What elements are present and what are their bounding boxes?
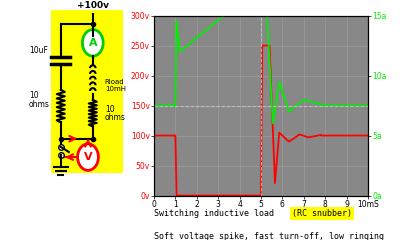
Text: V: V [84,152,92,162]
Text: Soft voltage spike, fast turn-off, low ringing: Soft voltage spike, fast turn-off, low r… [154,232,384,240]
Text: Rload: Rload [105,79,124,85]
Text: +100v: +100v [77,1,109,10]
Bar [51,10,123,173]
Text: Switching inductive load: Switching inductive load [154,209,279,218]
Text: 10mH: 10mH [105,86,126,92]
Text: A: A [88,38,97,48]
Circle shape [82,30,103,56]
Text: ohms: ohms [105,113,126,122]
Text: 10: 10 [105,105,114,114]
Circle shape [78,144,98,170]
Text: 10: 10 [29,91,38,100]
Text: 10uF: 10uF [29,46,48,55]
Text: (RC snubber): (RC snubber) [292,209,352,218]
Text: ohms: ohms [29,100,50,109]
